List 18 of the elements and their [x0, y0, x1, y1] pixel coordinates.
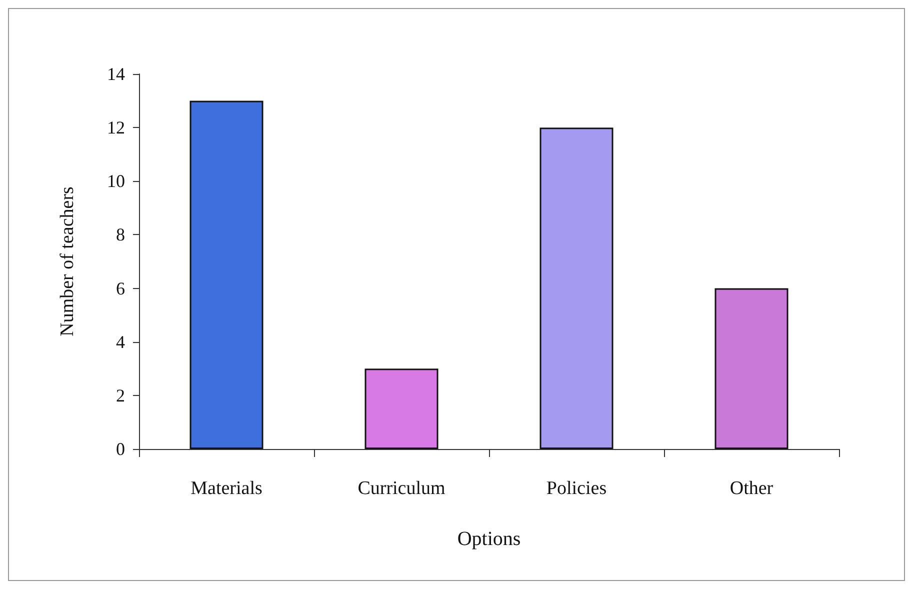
- bar: [190, 100, 264, 449]
- bar: [714, 288, 788, 449]
- x-tick-label: Curriculum: [358, 478, 446, 499]
- y-tick-label: 4: [116, 332, 125, 352]
- y-tick-label: 6: [116, 278, 125, 298]
- y-tick-label: 2: [116, 385, 125, 406]
- y-tick-label: 14: [107, 64, 125, 84]
- y-tick-label: 10: [107, 171, 125, 192]
- bar: [540, 128, 614, 449]
- x-axis-title: Options: [457, 528, 521, 550]
- y-axis-title: Number of teachers: [57, 186, 78, 336]
- x-tick-label: Policies: [546, 478, 607, 499]
- y-tick-label: 8: [116, 224, 125, 245]
- x-tick-label: Materials: [190, 478, 262, 499]
- y-tick-label: 12: [107, 118, 125, 138]
- bar: [364, 368, 438, 449]
- y-tick-label: 0: [116, 439, 125, 459]
- x-tick-label: Other: [730, 478, 774, 499]
